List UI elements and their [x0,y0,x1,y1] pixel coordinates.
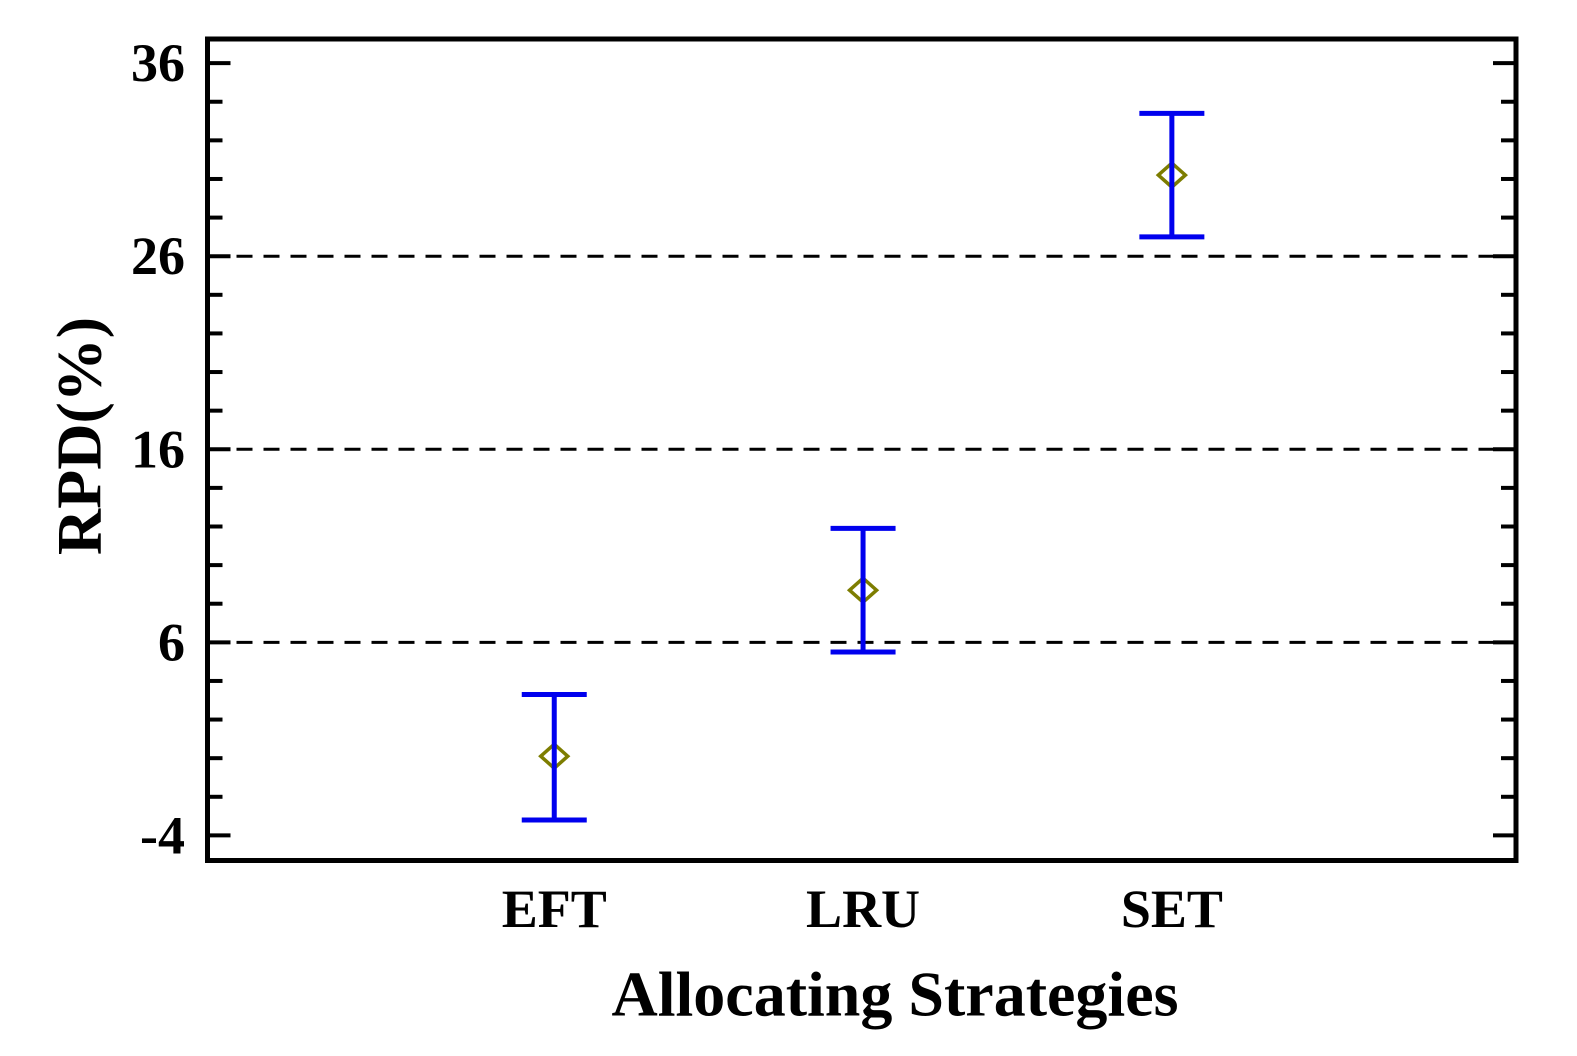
y-tick-label: 26 [131,226,185,286]
y-tick-label: 6 [158,612,185,672]
y-tick-label: 36 [131,33,185,93]
mean-diamond-marker [846,575,880,605]
mean-diamond-marker [538,741,571,771]
error-bar-set [1139,110,1205,240]
axis-labels-layer: 36 26 16 6 -4 EFT LRU SET [131,33,1223,939]
mean-diamond-marker [1155,160,1188,190]
y-axis-title: RPD(%) [44,317,115,555]
error-bar-lru [830,525,896,655]
error-bars-layer [521,110,1205,823]
x-axis-title: Allocating Strategies [612,959,1179,1030]
y-tick-label: -4 [140,805,185,865]
x-category-label: SET [1121,879,1223,939]
x-category-label: EFT [502,879,607,939]
y-tick-label: 16 [131,419,185,479]
error-bar-eft [521,691,587,823]
plot-border [205,36,1519,863]
x-category-label: LRU [806,879,920,939]
